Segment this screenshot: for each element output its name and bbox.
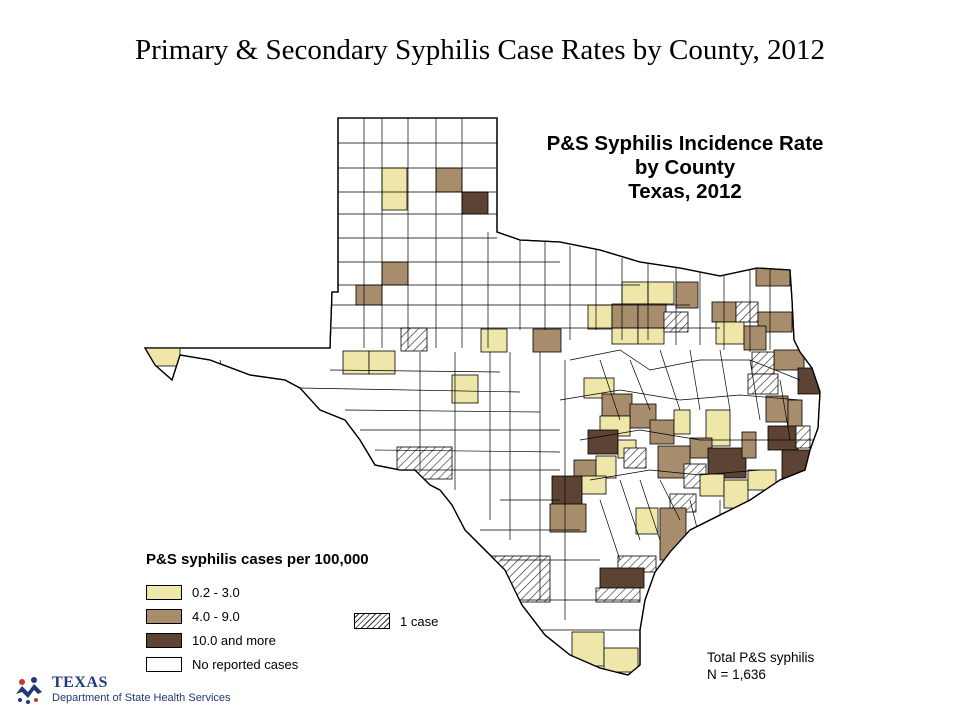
legend-swatch-high (146, 633, 182, 648)
county-low (571, 631, 605, 667)
county-low (715, 321, 745, 345)
legend-swatch-one-case (354, 613, 390, 629)
county-onecase (485, 555, 551, 603)
county-onecase (795, 425, 811, 449)
legend-item-one-case: 1 case (354, 613, 438, 629)
county-mid (532, 328, 562, 353)
county-mid (757, 311, 793, 333)
legend-label-low: 0.2 - 3.0 (192, 585, 240, 600)
county-high (587, 429, 619, 455)
county-low (583, 377, 615, 399)
star-figure-icon (16, 677, 42, 704)
county-mid (435, 167, 463, 193)
legend-swatch-mid (146, 609, 182, 624)
county-mid (743, 325, 767, 351)
map-title-line-2: by County (634, 156, 736, 179)
county-onecase (400, 327, 428, 352)
county-onecase (751, 351, 775, 375)
county-mid (675, 281, 699, 309)
county-mid (773, 349, 805, 371)
county-mid (741, 431, 757, 459)
county-low (480, 328, 508, 353)
legend-item-none: No reported cases (146, 656, 298, 673)
county-low (699, 473, 725, 497)
county-mid (611, 303, 639, 329)
county-low (603, 647, 639, 673)
county-mid (787, 399, 803, 431)
county-onecase (623, 447, 647, 469)
legend-label-one-case: 1 case (400, 613, 439, 629)
county-onecase (735, 301, 759, 323)
county-high (707, 447, 747, 479)
legend-item-mid: 4.0 - 9.0 (146, 608, 240, 625)
county-mid (573, 459, 597, 479)
total-cases-note: Total P&S syphilis N = 1,636 (707, 649, 814, 683)
county-mid (637, 303, 667, 329)
county-high (551, 475, 583, 507)
county-low (368, 350, 396, 375)
county-onecase (396, 446, 453, 480)
map-title-line-3: Texas, 2012 (628, 180, 742, 203)
county-high (599, 567, 645, 589)
county-mid (659, 507, 687, 561)
legend-label-none: No reported cases (192, 657, 299, 672)
county-onecase (747, 373, 779, 395)
county-high (461, 191, 489, 215)
county-mid (381, 261, 409, 286)
dshs-logo: TEXAS Department of State Health Service… (12, 670, 242, 710)
county-high (767, 425, 799, 451)
county-low (581, 475, 607, 495)
map-title: P&S Syphilis Incidence Rate by County Te… (500, 132, 870, 204)
county-low (747, 469, 777, 491)
legend-item-high: 10.0 and more (146, 632, 276, 649)
county-low (381, 167, 408, 211)
county-low (673, 409, 691, 435)
county-low (723, 479, 749, 509)
legend-title: P&S syphilis cases per 100,000 (146, 551, 369, 568)
logo-text-department: Department of State Health Services (52, 692, 231, 704)
total-line-2: N = 1,636 (707, 667, 766, 682)
total-line-1: Total P&S syphilis (707, 650, 815, 665)
legend-item-low: 0.2 - 3.0 (146, 584, 240, 601)
county-onecase (595, 587, 641, 603)
county-low (587, 304, 613, 330)
map-title-line-1: P&S Syphilis Incidence Rate (546, 132, 824, 155)
logo-text-texas: TEXAS (52, 674, 108, 691)
county-onecase-mid (355, 284, 383, 306)
county-low (451, 374, 479, 404)
county-low (635, 507, 659, 535)
county-low (637, 327, 665, 345)
county-mid (549, 503, 587, 533)
county-low (611, 327, 639, 345)
county-low (595, 455, 617, 479)
legend-label-high: 10.0 and more (192, 633, 276, 648)
county-mid (601, 393, 633, 417)
county-low (647, 281, 675, 305)
legend-swatch-none (146, 657, 182, 672)
slide-title: Primary & Secondary Syphilis Case Rates … (134, 34, 826, 66)
legend-label-mid: 4.0 - 9.0 (192, 609, 240, 624)
legend-swatch-low (146, 585, 182, 600)
